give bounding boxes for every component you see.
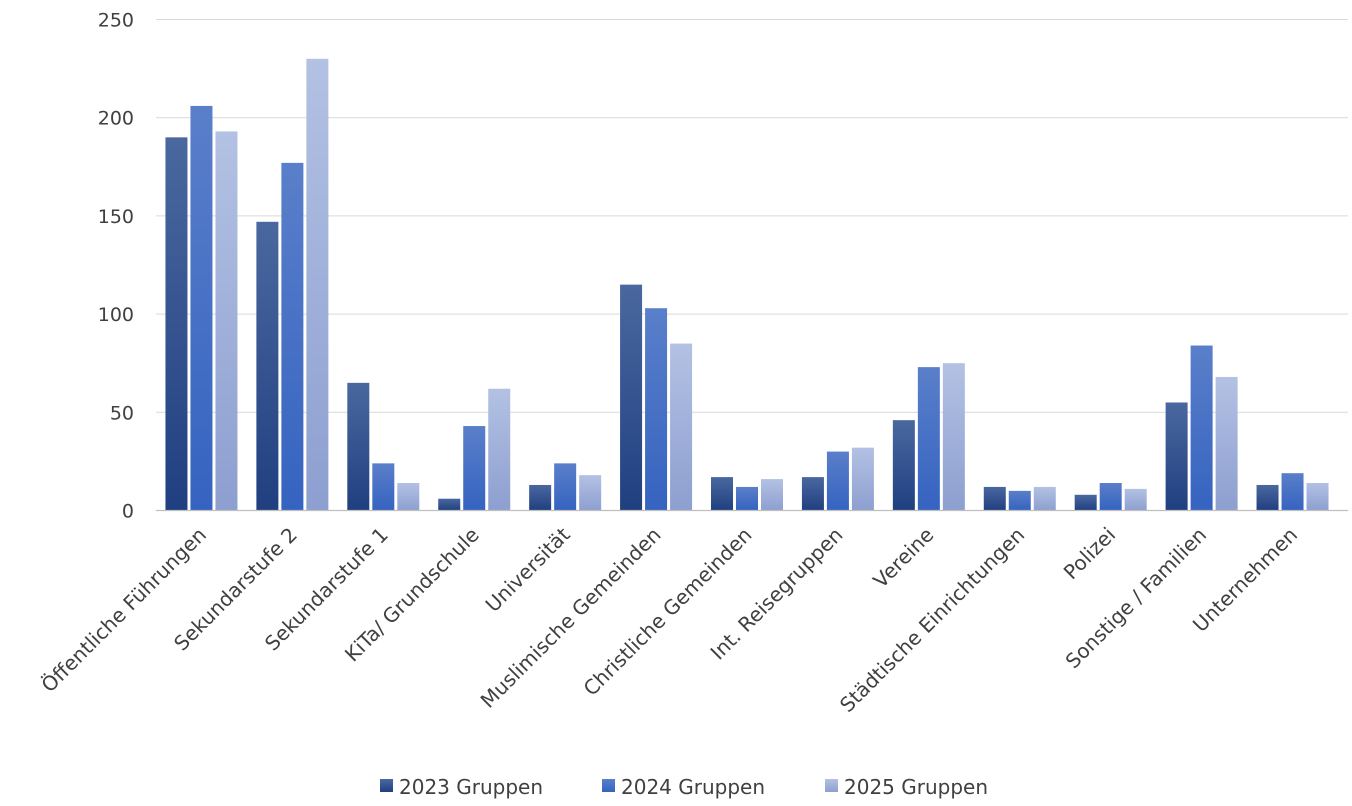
bar bbox=[1281, 473, 1304, 511]
x-tick-label: Polizei bbox=[1059, 523, 1121, 585]
bar bbox=[620, 284, 643, 511]
y-tick-label: 150 bbox=[98, 206, 134, 228]
bars bbox=[165, 58, 1329, 511]
bar bbox=[554, 463, 577, 511]
bar bbox=[165, 137, 188, 511]
bar bbox=[438, 498, 461, 511]
bar bbox=[281, 162, 304, 511]
y-tick-label: 100 bbox=[98, 304, 134, 326]
bar bbox=[1256, 484, 1279, 511]
legend-swatch bbox=[380, 779, 393, 792]
bar bbox=[761, 479, 783, 511]
bar bbox=[347, 382, 370, 511]
x-tick-label: Muslimische Gemeinden bbox=[476, 523, 666, 713]
bar bbox=[942, 363, 965, 511]
bar bbox=[397, 483, 420, 511]
x-tick-label: Städtische Einrichtungen bbox=[835, 523, 1029, 717]
y-tick-label: 50 bbox=[110, 402, 134, 424]
bar bbox=[826, 451, 849, 511]
bar bbox=[488, 388, 511, 511]
bar bbox=[190, 105, 213, 511]
bar bbox=[529, 484, 552, 511]
x-tick-label: Vereine bbox=[868, 523, 938, 593]
bar bbox=[306, 58, 329, 511]
bar bbox=[1033, 486, 1056, 511]
legend-label: 2024 Gruppen bbox=[621, 775, 765, 799]
bar bbox=[892, 420, 915, 511]
x-tick-label: Universität bbox=[481, 522, 575, 616]
bar bbox=[256, 221, 279, 511]
bar bbox=[1074, 494, 1097, 511]
gridlines bbox=[156, 19, 1348, 413]
bar bbox=[1165, 402, 1188, 511]
bar bbox=[801, 477, 824, 511]
bar bbox=[1008, 490, 1031, 511]
y-tick-label: 200 bbox=[98, 108, 134, 130]
bar bbox=[983, 486, 1006, 511]
legend-swatch bbox=[602, 779, 615, 792]
bar bbox=[917, 367, 940, 511]
bar bbox=[1190, 345, 1213, 511]
y-axis-ticks: 0 50 100 150 200 250 bbox=[98, 10, 134, 523]
bar bbox=[736, 486, 758, 511]
bar bbox=[372, 463, 395, 511]
bar bbox=[1124, 488, 1147, 511]
legend-label: 2023 Gruppen bbox=[399, 775, 543, 799]
legend-label: 2025 Gruppen bbox=[844, 775, 988, 799]
bar bbox=[851, 447, 874, 511]
x-tick-label: Öffentliche Führungen bbox=[36, 523, 211, 698]
y-tick-label: 250 bbox=[98, 10, 134, 32]
bar bbox=[670, 343, 693, 511]
bar bbox=[1306, 483, 1329, 511]
bar bbox=[645, 308, 668, 511]
bar bbox=[1099, 483, 1122, 511]
x-tick-label: Christliche Gemeinden bbox=[579, 523, 757, 701]
bar bbox=[1215, 376, 1238, 511]
bar bbox=[711, 477, 733, 511]
y-tick-label: 0 bbox=[122, 501, 134, 523]
legend-swatch bbox=[825, 779, 838, 792]
bar bbox=[463, 426, 486, 511]
legend: 2023 Gruppen 2024 Gruppen 2025 Gruppen bbox=[380, 775, 988, 799]
bar bbox=[215, 131, 238, 511]
bar bbox=[579, 475, 602, 511]
